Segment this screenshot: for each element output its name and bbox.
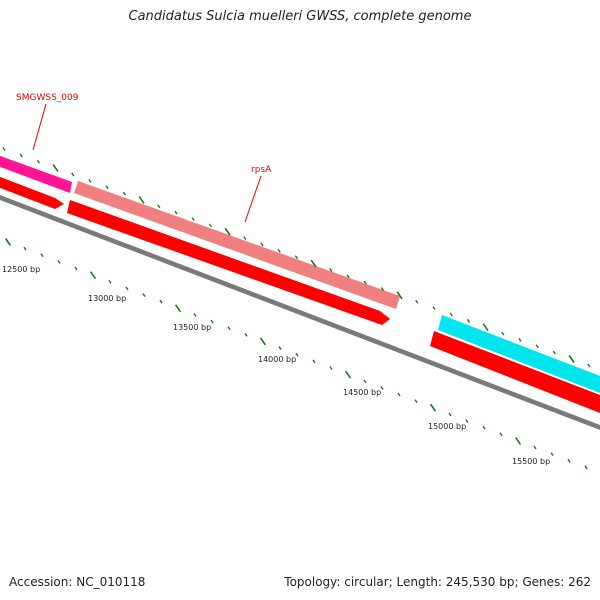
minor-tick (142, 293, 146, 297)
minor-tick (74, 266, 78, 271)
minor-tick (227, 326, 231, 331)
minor-tick (277, 248, 281, 253)
gene-label-rpsa[interactable]: rpsA (251, 165, 272, 175)
minor-tick (584, 465, 588, 470)
minor-tick (346, 274, 350, 279)
minor-tick (567, 458, 571, 463)
bp-label: 15000 bp (428, 422, 466, 431)
minor-tick (449, 312, 453, 317)
minor-tick (19, 153, 23, 158)
minor-tick (533, 445, 537, 450)
minor-tick (312, 359, 316, 364)
minor-tick (174, 210, 178, 215)
minor-tick (36, 159, 41, 164)
minor-tick (157, 204, 161, 209)
minor-tick (501, 331, 505, 336)
minor-tick (535, 344, 539, 349)
major-tick (259, 337, 267, 346)
minor-tick (380, 385, 384, 390)
cds-rpsa-feature[interactable] (67, 200, 390, 325)
minor-tick (122, 191, 127, 196)
tick-row-upper (2, 147, 591, 368)
minor-tick (159, 299, 163, 304)
minor-tick (363, 280, 367, 285)
major-tick (138, 195, 145, 204)
major-tick (482, 323, 489, 332)
minor-tick (2, 147, 6, 151)
minor-tick (550, 452, 554, 457)
minor-tick (552, 350, 557, 355)
bp-label: 13000 bp (88, 294, 126, 303)
topology-summary-text: Topology: circular; Length: 245,530 bp; … (284, 575, 591, 589)
major-tick (429, 403, 437, 412)
gene-rpsa-feature[interactable] (74, 181, 400, 309)
cds-feature-1[interactable] (0, 175, 64, 209)
gene-label-smgwss-009[interactable]: SMGWSS_009 (16, 93, 79, 103)
minor-tick (23, 246, 27, 251)
major-tick (89, 271, 97, 280)
genome-backbone (0, 195, 600, 430)
major-tick (344, 370, 352, 379)
figure-title: Candidatus Sulcia muelleri GWSS, complet… (128, 9, 472, 24)
bp-label: 14000 bp (258, 355, 296, 364)
bp-label: 12500 bp (2, 265, 40, 274)
tick-row-lower (4, 238, 588, 470)
rpsa-leader-line (244, 175, 262, 223)
minor-tick (193, 313, 197, 317)
minor-tick (294, 255, 299, 260)
major-tick (4, 238, 12, 246)
minor-tick (414, 399, 418, 404)
minor-tick (210, 319, 214, 324)
minor-tick (243, 236, 247, 240)
accession-text: Accession: NC_010118 (9, 575, 146, 589)
minor-tick (260, 242, 264, 247)
major-tick (310, 259, 317, 268)
minor-tick (40, 253, 44, 258)
major-tick (514, 436, 522, 445)
major-tick (396, 291, 403, 300)
minor-tick (432, 306, 436, 311)
bp-label: 15500 bp (512, 457, 550, 466)
minor-tick (380, 287, 385, 291)
smgwss-leader-line (32, 103, 47, 151)
minor-tick (518, 338, 522, 342)
minor-tick (329, 366, 333, 370)
cds-feature-3[interactable] (430, 331, 600, 413)
gene-smgwss-009-feature[interactable] (0, 154, 72, 193)
minor-tick (482, 425, 486, 430)
minor-tick (466, 318, 471, 323)
minor-tick (208, 223, 213, 228)
minor-tick (88, 178, 92, 183)
minor-tick (108, 279, 112, 284)
minor-tick (397, 392, 401, 397)
major-tick (174, 304, 182, 313)
minor-tick (105, 185, 109, 190)
minor-tick (363, 379, 367, 384)
minor-tick (295, 352, 299, 357)
minor-tick (587, 363, 591, 368)
minor-tick (278, 346, 282, 350)
minor-tick (465, 419, 469, 423)
major-tick (568, 355, 575, 363)
major-tick (224, 227, 231, 236)
bp-label: 13500 bp (173, 323, 211, 332)
minor-tick (57, 259, 61, 264)
minor-tick (499, 432, 503, 437)
minor-tick (415, 299, 419, 304)
minor-tick (71, 172, 75, 177)
major-tick (52, 164, 59, 173)
minor-tick (329, 268, 333, 272)
minor-tick (191, 217, 195, 221)
gene-cyan-feature[interactable] (438, 315, 600, 393)
minor-tick (125, 286, 129, 291)
bp-label: 14500 bp (343, 388, 381, 397)
minor-tick (448, 412, 452, 417)
minor-tick (244, 332, 248, 337)
